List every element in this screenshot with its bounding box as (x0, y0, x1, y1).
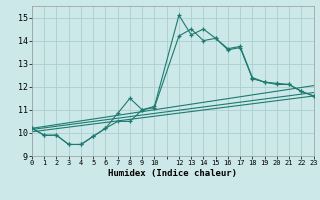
X-axis label: Humidex (Indice chaleur): Humidex (Indice chaleur) (108, 169, 237, 178)
